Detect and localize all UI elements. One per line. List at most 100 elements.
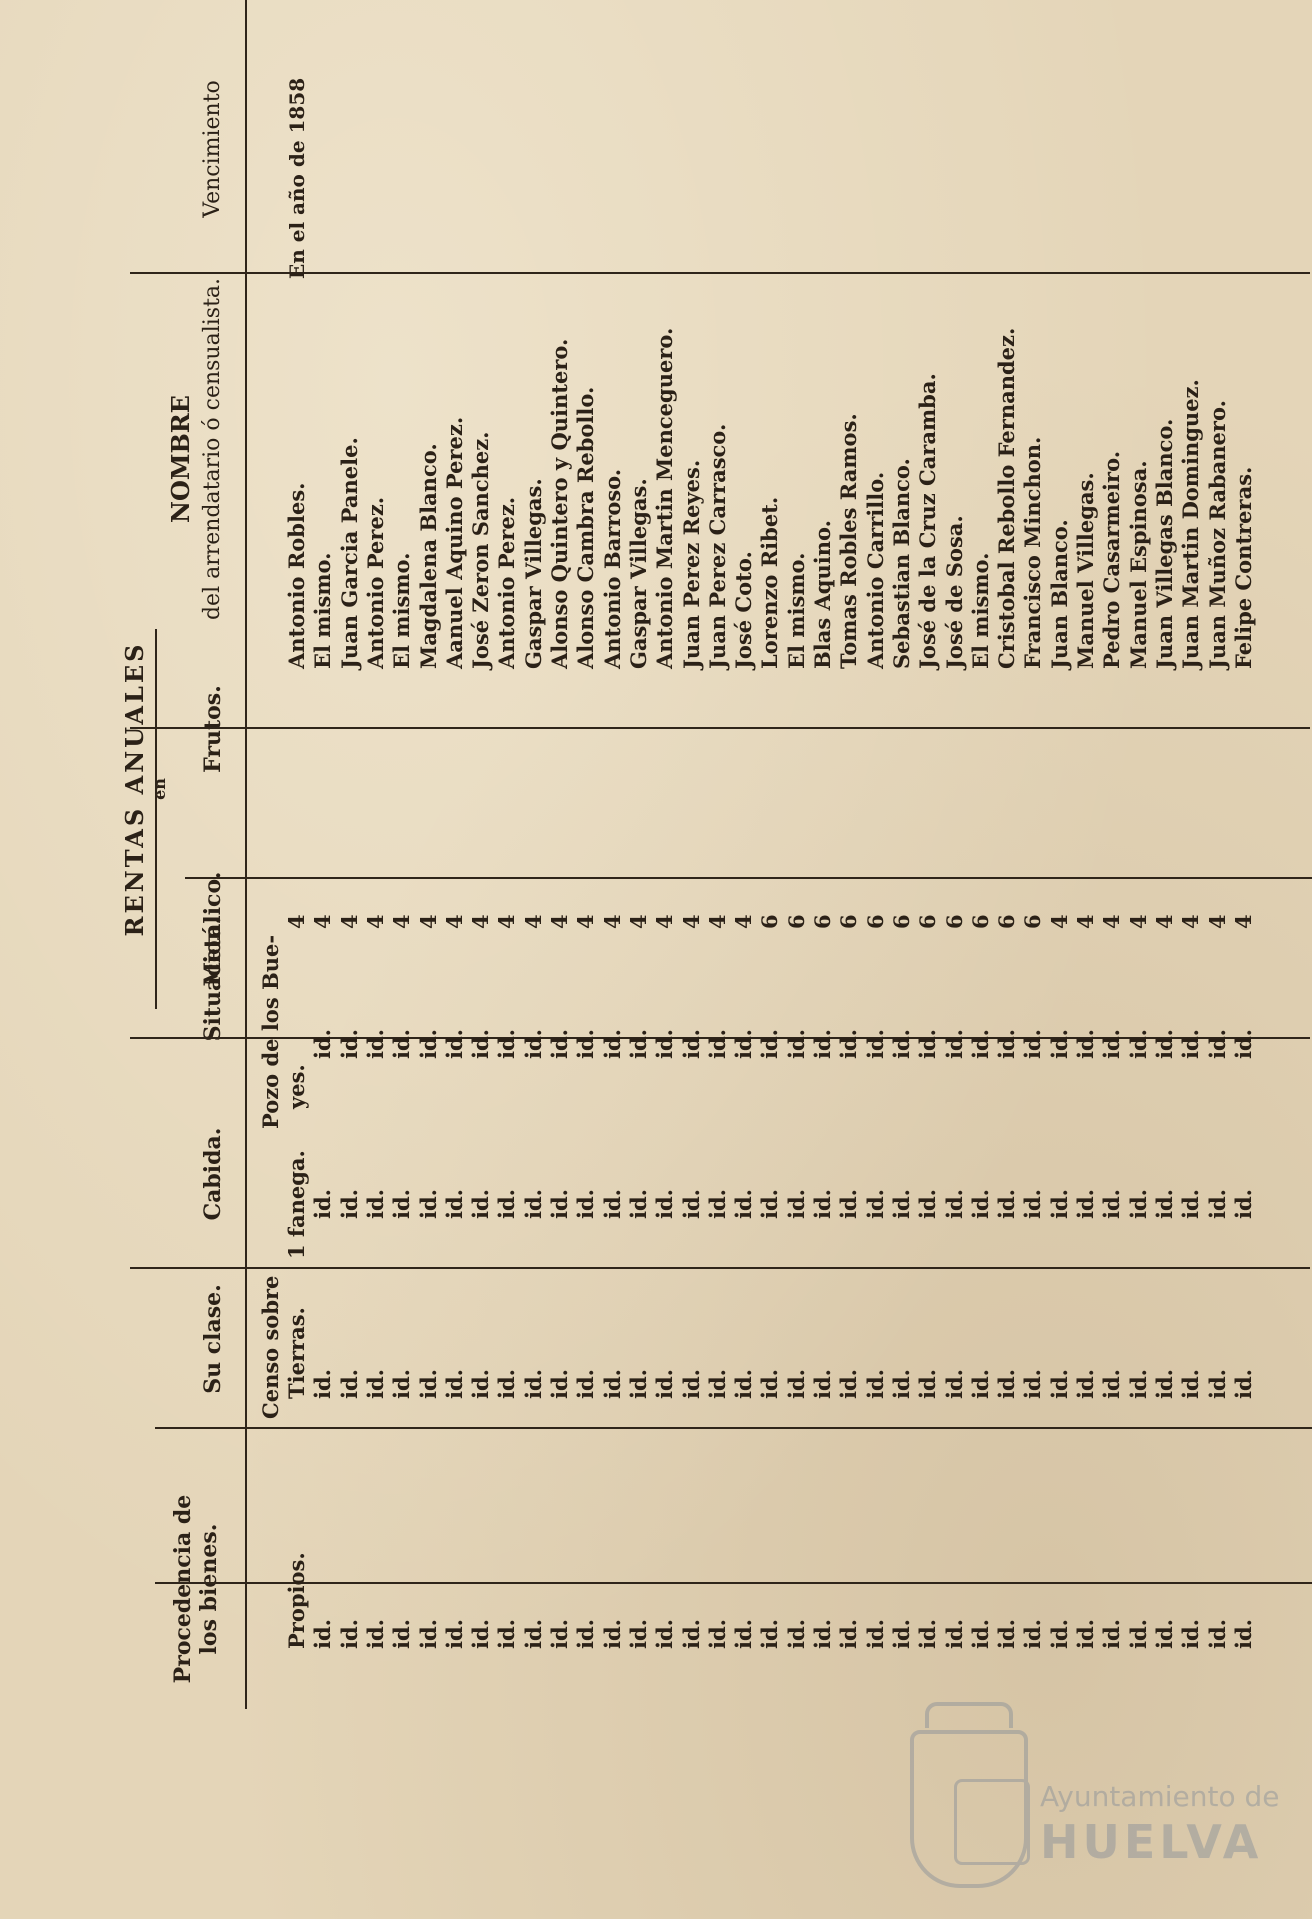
cell-clase: id. [573, 1369, 599, 1399]
cell-clase: id. [1178, 1369, 1204, 1399]
cell-nombre: José Zeron Sanchez. [468, 431, 494, 669]
cell-metalico: 4 [336, 914, 362, 929]
cell-nombre: José de la Cruz Caramba. [915, 373, 941, 669]
cell-clase: id. [731, 1369, 757, 1399]
cell-metalico: 4 [494, 914, 520, 929]
cell-metalico: 6 [941, 914, 967, 929]
cell-nombre: El mismo. [310, 552, 336, 669]
cell-cabida: id. [967, 1189, 993, 1219]
cell-procedencia: Propios. [284, 1552, 309, 1649]
cell-nombre: Juan Garcia Panele. [336, 437, 362, 669]
cell-procedencia: id. [1178, 1619, 1204, 1649]
rule-v3 [130, 1267, 1310, 1269]
cell-cabida: id. [362, 1189, 388, 1219]
header-procedencia: Procedencia de los bienes. [170, 1494, 222, 1684]
cell-cabida: id. [441, 1189, 467, 1219]
cell-situacion: id. [1020, 1029, 1046, 1059]
cell-situacion: id. [1151, 1029, 1177, 1059]
cell-nombre: Magdalena Blanco. [415, 443, 441, 669]
cell-cabida: id. [1230, 1189, 1256, 1219]
cell-clase: id. [1125, 1369, 1151, 1399]
cell-metalico: 4 [599, 914, 625, 929]
cell-clase: id. [757, 1369, 783, 1399]
cell-nombre: Juan Martin Dominguez. [1178, 379, 1204, 669]
cell-procedencia: id. [704, 1619, 730, 1649]
huelva-watermark: Ayuntamiento de HUELVA [890, 1702, 1310, 1910]
cell-cabida: id. [310, 1189, 336, 1219]
cell-situacion: id. [652, 1029, 678, 1059]
cell-situacion: id. [1073, 1029, 1098, 1059]
cell-situacion: id. [468, 1029, 494, 1059]
cell-situacion-line1: Pozo de los Bue- [258, 934, 283, 1129]
cell-situacion: id. [336, 1029, 362, 1059]
cell-nombre: Manuel Espinosa. [1125, 460, 1151, 669]
cell-procedencia: id. [862, 1619, 888, 1649]
cell-cabida: id. [1099, 1189, 1125, 1219]
cell-metalico: 6 [888, 914, 914, 929]
cell-cabida: id. [415, 1189, 441, 1219]
coat-of-arms-icon [910, 1730, 1030, 1888]
cell-procedencia: id. [573, 1619, 599, 1649]
cell-metalico: 4 [415, 914, 441, 929]
cell-procedencia: id. [494, 1619, 520, 1649]
cell-procedencia: id. [1046, 1619, 1072, 1649]
cell-cabida: id. [915, 1189, 941, 1219]
cell-nombre: Juan Perez Carrasco. [704, 423, 730, 669]
cell-metalico: 4 [389, 914, 415, 929]
cell-procedencia: id. [810, 1619, 835, 1649]
cell-procedencia: id. [520, 1619, 546, 1649]
cell-cabida-first: 1 fanega. [284, 1150, 309, 1259]
cell-situacion: id. [1230, 1029, 1256, 1059]
rule-rentas [155, 629, 157, 1009]
cell-procedencia: id. [310, 1619, 336, 1649]
cell-metalico: 4 [1099, 914, 1125, 929]
cell-procedencia: id. [941, 1619, 967, 1649]
cell-metalico: 6 [836, 914, 862, 929]
header-rentas-en: en [150, 778, 169, 800]
cell-metalico: 6 [783, 914, 809, 929]
cell-nombre: Gaspar Villegas. [625, 478, 651, 669]
cell-cabida: id. [625, 1189, 651, 1219]
cell-clase: id. [652, 1369, 678, 1399]
cell-metalico: 4 [1151, 914, 1177, 929]
cell-cabida: id. [994, 1189, 1020, 1219]
cell-procedencia: id. [967, 1619, 993, 1649]
rule-v2 [155, 1427, 1312, 1429]
cell-clase: id. [941, 1369, 967, 1399]
cell-nombre: El mismo. [389, 552, 415, 669]
cell-procedencia: id. [652, 1619, 678, 1649]
cell-cabida: id. [757, 1189, 783, 1219]
cell-situacion: id. [836, 1029, 862, 1059]
cell-clase: id. [362, 1369, 388, 1399]
cell-cabida: id. [678, 1189, 704, 1219]
cell-clase: id. [1073, 1369, 1098, 1399]
header-cabida: Cabida. [200, 1127, 226, 1221]
cell-cabida: id. [704, 1189, 730, 1219]
cell-clase: id. [1230, 1369, 1256, 1399]
cell-cabida: id. [783, 1189, 809, 1219]
cell-cabida: id. [573, 1189, 599, 1219]
cell-clase: id. [625, 1369, 651, 1399]
cell-situacion: id. [731, 1029, 757, 1059]
cell-nombre: Manuel Villegas. [1073, 472, 1098, 669]
cell-metalico: 4 [731, 914, 757, 929]
cell-nombre: Antonio Carrillo. [862, 471, 888, 669]
cell-metalico: 4 [1230, 914, 1256, 929]
cell-clase: id. [810, 1369, 835, 1399]
cell-clase: id. [441, 1369, 467, 1399]
cell-metalico: 4 [520, 914, 546, 929]
cell-clase: id. [1020, 1369, 1046, 1399]
cell-clase: id. [994, 1369, 1020, 1399]
cell-clase: id. [520, 1369, 546, 1399]
cell-situacion: id. [494, 1029, 520, 1059]
cell-cabida: id. [941, 1189, 967, 1219]
cell-situacion: id. [441, 1029, 467, 1059]
cell-clase: id. [915, 1369, 941, 1399]
cell-nombre: Antonio Perez. [494, 496, 520, 669]
cell-clase: id. [888, 1369, 914, 1399]
cell-situacion: id. [310, 1029, 336, 1059]
cell-procedencia: id. [1020, 1619, 1046, 1649]
cell-nombre: Antonio Perez. [362, 496, 388, 669]
cell-metalico: 6 [915, 914, 941, 929]
cell-clase: id. [547, 1369, 572, 1399]
